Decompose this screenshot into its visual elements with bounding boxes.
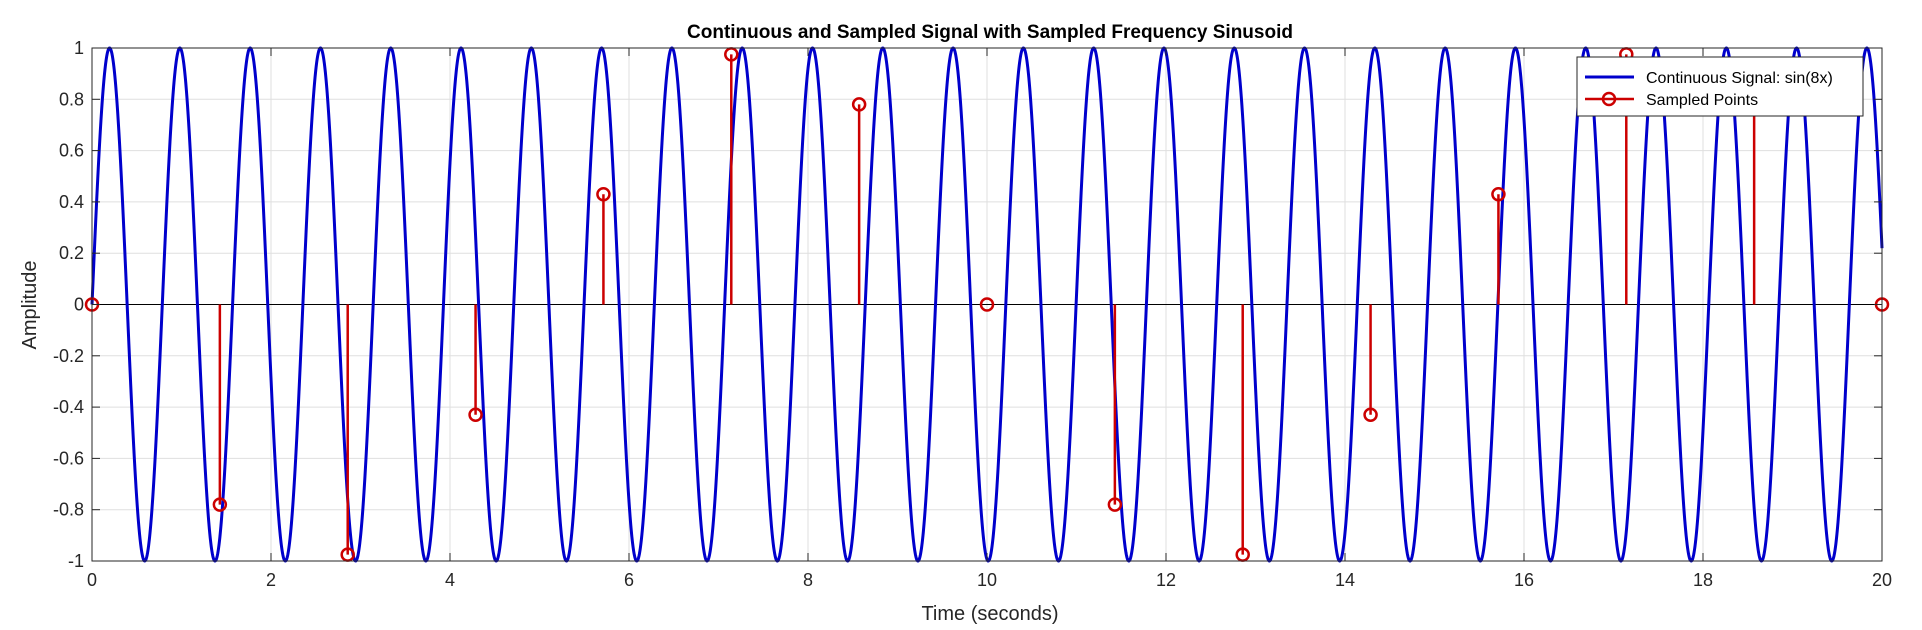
legend-label-continuous: Continuous Signal: sin(8x)	[1646, 70, 1833, 87]
sample-marker	[1107, 497, 1123, 512]
y-tick-label: -0.4	[53, 397, 84, 417]
y-tick-label: -1	[68, 551, 84, 571]
x-tick-label: 12	[1156, 570, 1176, 590]
y-tick-label: -0.2	[53, 346, 84, 366]
sample-marker	[1491, 186, 1506, 202]
x-tick-label: 6	[624, 570, 634, 590]
y-tick-label: 1	[74, 38, 84, 58]
y-tick-label: 0.2	[59, 243, 84, 263]
sample-marker	[851, 97, 867, 112]
legend-label-sampled: Sampled Points	[1646, 92, 1758, 109]
y-tick-label: 0.4	[59, 192, 84, 212]
x-tick-label: 16	[1514, 570, 1534, 590]
x-tick-label: 0	[87, 570, 97, 590]
x-tick-label: 4	[445, 570, 455, 590]
sample-marker	[468, 407, 483, 423]
y-tick-label: 0.6	[59, 141, 84, 161]
y-axis-label: Amplitude	[19, 261, 41, 350]
axis-ticks: 0 2 4 6 8 10 12 14 16 18 20 -1 -0.8 -0.6 -0.4 -0.2 0 0.2 0…	[53, 38, 1892, 590]
sample-marker	[979, 297, 995, 312]
y-tick-label: 0.8	[59, 89, 84, 109]
y-tick-label: -0.8	[53, 500, 84, 520]
sample-marker	[212, 497, 228, 512]
sample-marker	[1363, 407, 1378, 423]
legend-box	[1576, 56, 1864, 117]
legend: Continuous Signal: sin(8x) Sampled Point…	[1576, 56, 1864, 117]
x-tick-label: 10	[977, 570, 997, 590]
chart-title: Continuous and Sampled Signal with Sampl…	[687, 22, 1293, 43]
x-tick-label: 18	[1693, 570, 1713, 590]
x-tick-label: 20	[1872, 570, 1892, 590]
y-tick-label: -0.6	[53, 448, 84, 468]
x-tick-label: 14	[1335, 570, 1355, 590]
x-axis-label: Time (seconds)	[921, 603, 1058, 625]
sample-marker	[596, 186, 611, 202]
legend-marker-sampled	[1601, 91, 1617, 107]
x-tick-label: 8	[803, 570, 813, 590]
x-tick-label: 2	[266, 570, 276, 590]
y-tick-label: 0	[74, 295, 84, 315]
